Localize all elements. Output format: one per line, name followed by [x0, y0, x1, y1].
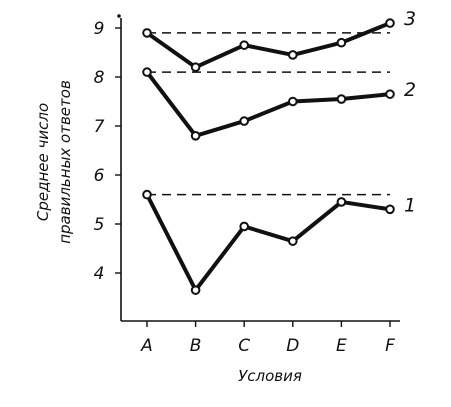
y-tick-label: 5: [94, 215, 105, 235]
series-3-point: [190, 62, 201, 72]
x-tick-label: B: [190, 336, 202, 356]
series-2-point: [239, 116, 249, 126]
series-2-point: [288, 96, 298, 107]
series-1-label: 1: [404, 194, 416, 216]
series-3: 3: [142, 8, 416, 72]
x-tick-label: E: [336, 336, 347, 356]
series-3-point: [142, 28, 152, 38]
series-2-point: [336, 94, 347, 104]
series-3-point: [239, 40, 249, 50]
series-1-point: [336, 197, 347, 207]
series-2-label: 2: [404, 79, 416, 101]
series-3-line: [145, 21, 392, 70]
y-tick-label: 6: [94, 166, 105, 186]
series-1-point: [142, 189, 152, 200]
y-axis-title-line-2: правильных ответов: [56, 80, 74, 244]
series-1-point: [385, 204, 395, 215]
series-1-point: [190, 285, 201, 295]
axis-layer: Среднее число правильных ответов Условия…: [34, 14, 400, 385]
x-tick-label: A: [140, 336, 153, 356]
x-tick-label: F: [385, 336, 395, 356]
series-1-line: [145, 192, 392, 293]
series-3-point: [336, 37, 347, 48]
y-tick-label: 9: [94, 19, 105, 39]
plot-layer: 1 2 3: [142, 8, 416, 295]
series-2: 2: [142, 67, 416, 141]
series-2-point: [190, 131, 201, 141]
x-axis-title: Условия: [238, 367, 302, 385]
series-3-label: 3: [404, 8, 416, 30]
y-tick-label: 7: [94, 117, 105, 137]
series-3-point: [288, 50, 298, 60]
series-2-point: [142, 67, 152, 77]
y-tick-label: 8: [94, 68, 105, 88]
x-tick-label: D: [286, 336, 299, 356]
series-2-line: [145, 70, 392, 138]
series-2-point: [385, 89, 395, 99]
series-1: 1: [142, 189, 416, 295]
y-axis-title-line-1: Среднее число: [34, 103, 52, 221]
series-1-point: [239, 221, 249, 232]
x-tick-label: C: [238, 336, 250, 356]
y-axis-end-mark: [117, 14, 121, 18]
series-3-point: [385, 18, 395, 28]
series-1-point: [288, 236, 298, 246]
y-tick-label: 4: [94, 264, 105, 284]
